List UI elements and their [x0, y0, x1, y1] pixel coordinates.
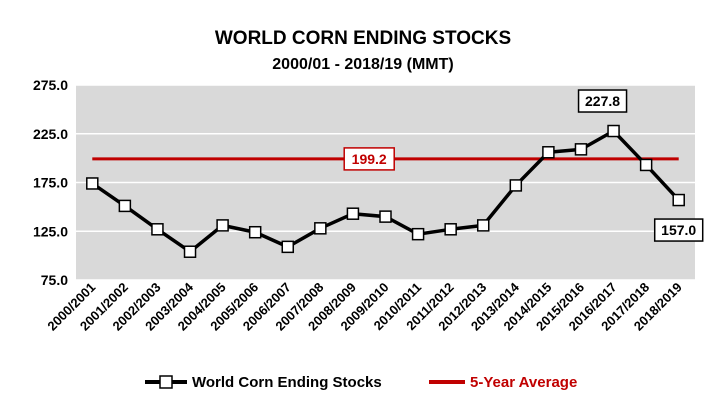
data-point	[151, 223, 164, 236]
data-point	[672, 193, 685, 207]
average-callout: 199.2	[343, 147, 395, 171]
legend-average-label: 5-Year Average	[470, 374, 577, 391]
data-point	[346, 207, 360, 220]
data-point	[216, 219, 229, 232]
stocks-markers	[86, 124, 685, 258]
y-axis-ticks: 275.0 225.0 175.0 125.0 75.0	[33, 77, 68, 288]
peak-callout: 227.8	[577, 89, 628, 113]
legend-stocks-marker	[159, 375, 173, 389]
data-point	[509, 179, 523, 192]
y-tick-label: 75.0	[41, 272, 68, 288]
peak-callout-box	[577, 89, 628, 113]
data-point	[411, 227, 425, 241]
data-point	[281, 240, 295, 254]
y-tick-label: 275.0	[33, 77, 68, 93]
last-callout-box	[653, 218, 704, 242]
peak-callout-label: 227.8	[585, 93, 620, 109]
data-point	[248, 225, 262, 239]
gridlines	[76, 84, 695, 281]
data-point	[86, 177, 99, 190]
data-point	[574, 143, 588, 156]
data-point	[639, 158, 653, 172]
data-point	[444, 223, 457, 236]
legend-stocks-label: World Corn Ending Stocks	[192, 374, 382, 391]
data-point	[379, 210, 392, 223]
data-point	[118, 199, 132, 213]
last-callout: 157.0	[653, 218, 704, 242]
y-tick-label: 175.0	[33, 175, 68, 191]
last-callout-label: 157.0	[661, 222, 696, 238]
chart-title: WORLD CORN ENDING STOCKS	[215, 28, 511, 49]
data-point	[183, 245, 197, 258]
average-callout-label: 199.2	[352, 151, 387, 167]
data-point	[607, 124, 620, 138]
y-tick-label: 125.0	[33, 223, 68, 239]
data-point	[542, 146, 555, 159]
legend: World Corn Ending Stocks 5-Year Average	[145, 374, 577, 391]
data-point	[314, 222, 327, 235]
average-callout-box	[343, 147, 395, 171]
x-axis-ticks: 2000/20012001/20022002/20032003/20042004…	[44, 279, 684, 334]
data-point	[476, 219, 490, 232]
chart-subtitle: 2000/01 - 2018/19 (MMT)	[272, 56, 453, 73]
y-tick-label: 225.0	[33, 126, 68, 142]
